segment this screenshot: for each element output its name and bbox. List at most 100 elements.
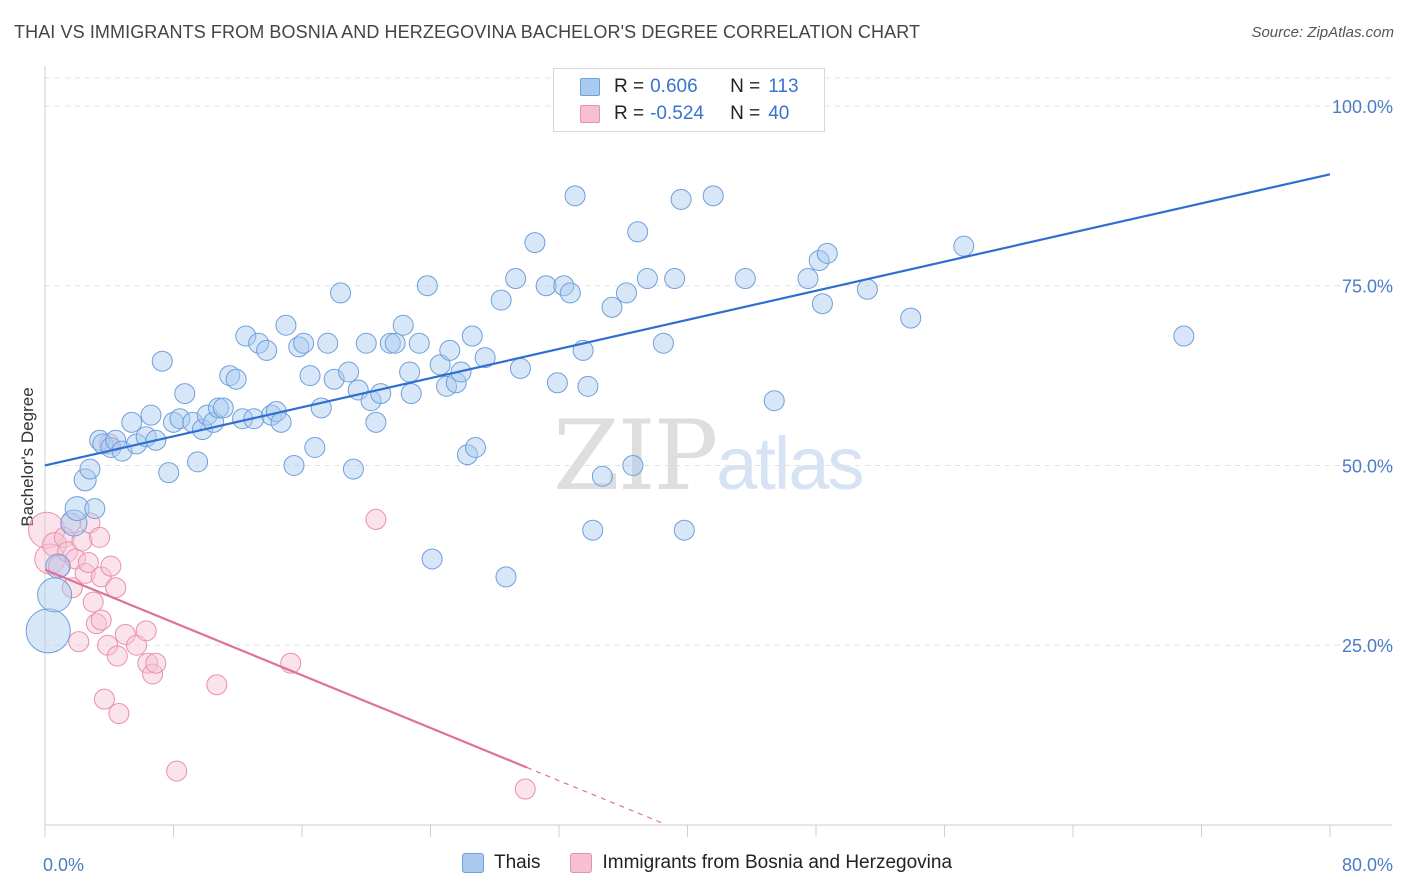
- thais-point: [582, 519, 604, 541]
- thais-point: [664, 268, 686, 290]
- thais-point: [399, 361, 421, 383]
- thais-point: [808, 250, 830, 272]
- y-tick-label: 75.0%: [1342, 277, 1393, 297]
- legend-swatch-thais: [462, 853, 484, 873]
- thais-point: [763, 390, 785, 412]
- thais-point: [73, 468, 97, 492]
- thais-point: [304, 437, 326, 458]
- thais-point: [219, 365, 241, 387]
- legend-item-bosnia[interactable]: Immigrants from Bosnia and Herzegovina: [570, 852, 952, 874]
- bosnia-point: [514, 778, 536, 800]
- bosnia-points: [28, 433, 536, 800]
- legend-item-thais[interactable]: Thais: [462, 852, 540, 874]
- thais-point: [559, 282, 581, 304]
- bosnia-point: [106, 645, 128, 667]
- bosnia-point: [145, 652, 167, 674]
- legend-r-value: -0.524: [650, 103, 704, 124]
- thais-point: [811, 293, 833, 315]
- thais-point: [392, 314, 414, 336]
- thais-point: [591, 465, 613, 487]
- thais-point: [299, 365, 321, 387]
- thais-point: [256, 339, 278, 361]
- thais-point: [270, 411, 292, 433]
- bosnia-point: [100, 555, 122, 577]
- bosnia-point: [93, 688, 115, 710]
- thais-point: [734, 268, 756, 290]
- thais-point: [797, 268, 819, 290]
- bosnia-point: [56, 541, 78, 563]
- bosnia-point: [28, 511, 66, 549]
- legend-swatch-bosnia: [580, 105, 600, 123]
- legend-label-bosnia: Immigrants from Bosnia and Herzegovina: [602, 852, 953, 873]
- thais-point: [283, 454, 305, 476]
- thais-point: [355, 332, 377, 354]
- legend-r-value: 0.606: [650, 76, 698, 97]
- thais-point: [577, 375, 599, 397]
- thais-point: [535, 275, 557, 297]
- thais-point: [495, 566, 517, 588]
- thais-point: [464, 437, 486, 458]
- thais-point: [317, 332, 339, 354]
- thais-point: [509, 357, 531, 379]
- thais-point: [564, 185, 586, 207]
- thais-point: [524, 232, 546, 254]
- thais-point: [158, 462, 180, 484]
- thais-point: [79, 458, 101, 480]
- bosnia-point: [137, 652, 159, 674]
- y-tick-label: 25.0%: [1342, 636, 1393, 656]
- thais-point: [474, 347, 496, 369]
- y-tick-label: 100.0%: [1332, 97, 1393, 117]
- legend-swatch-bosnia: [570, 853, 593, 873]
- thais-point: [235, 325, 257, 347]
- thais-point: [652, 332, 674, 354]
- legend-n-value: 40: [768, 103, 790, 124]
- thais-point: [163, 411, 184, 433]
- thais-point: [456, 444, 478, 466]
- trend-lines: [44, 173, 1331, 825]
- thais-point: [151, 350, 173, 372]
- thais-point: [1173, 325, 1195, 347]
- thais-point: [384, 332, 406, 354]
- bosnia-point: [206, 674, 228, 696]
- legend-n-label: N =: [730, 76, 761, 97]
- thais-point: [293, 332, 315, 354]
- thais-point: [490, 289, 512, 311]
- tick-labels: 25.0% 50.0% 75.0% 100.0% 0.0% 80.0%: [43, 97, 1393, 875]
- thais-point: [670, 188, 692, 210]
- bosnia-trend-line: [44, 568, 528, 769]
- thais-point: [439, 339, 461, 361]
- x-tick-label: 80.0%: [1342, 855, 1393, 875]
- thais-point: [275, 314, 297, 336]
- legend-r-label: R =: [614, 103, 645, 124]
- thais-points: [25, 185, 1195, 654]
- bosnia-point: [90, 609, 112, 631]
- thais-point: [953, 235, 975, 257]
- bosnia-point: [166, 760, 188, 782]
- thais-point: [546, 372, 568, 394]
- thais-point: [187, 451, 209, 473]
- bosnia-point: [114, 623, 136, 645]
- bosnia-point: [365, 508, 387, 530]
- thais-point: [342, 458, 364, 480]
- thais-point: [60, 509, 88, 537]
- thais-point: [900, 307, 922, 329]
- thais-point: [64, 496, 90, 522]
- thais-point: [400, 383, 422, 405]
- legend-row-bosnia: R = -0.524 N = 40: [580, 102, 789, 126]
- bosnia-point: [82, 591, 104, 613]
- thais-point: [330, 282, 352, 304]
- thais-point: [601, 296, 623, 318]
- x-tick-label: 0.0%: [43, 855, 84, 875]
- thais-point: [379, 332, 401, 354]
- thais-point: [505, 268, 527, 290]
- source-label: Source: ZipAtlas.com: [1251, 24, 1394, 41]
- thais-point: [25, 608, 71, 654]
- thais-point: [37, 577, 73, 613]
- bosnia-point: [135, 620, 157, 642]
- legend-label-thais: Thais: [494, 852, 541, 873]
- thais-point: [461, 325, 483, 347]
- thais-point: [856, 278, 878, 300]
- bosnia-point: [108, 703, 130, 725]
- thais-point: [622, 454, 644, 476]
